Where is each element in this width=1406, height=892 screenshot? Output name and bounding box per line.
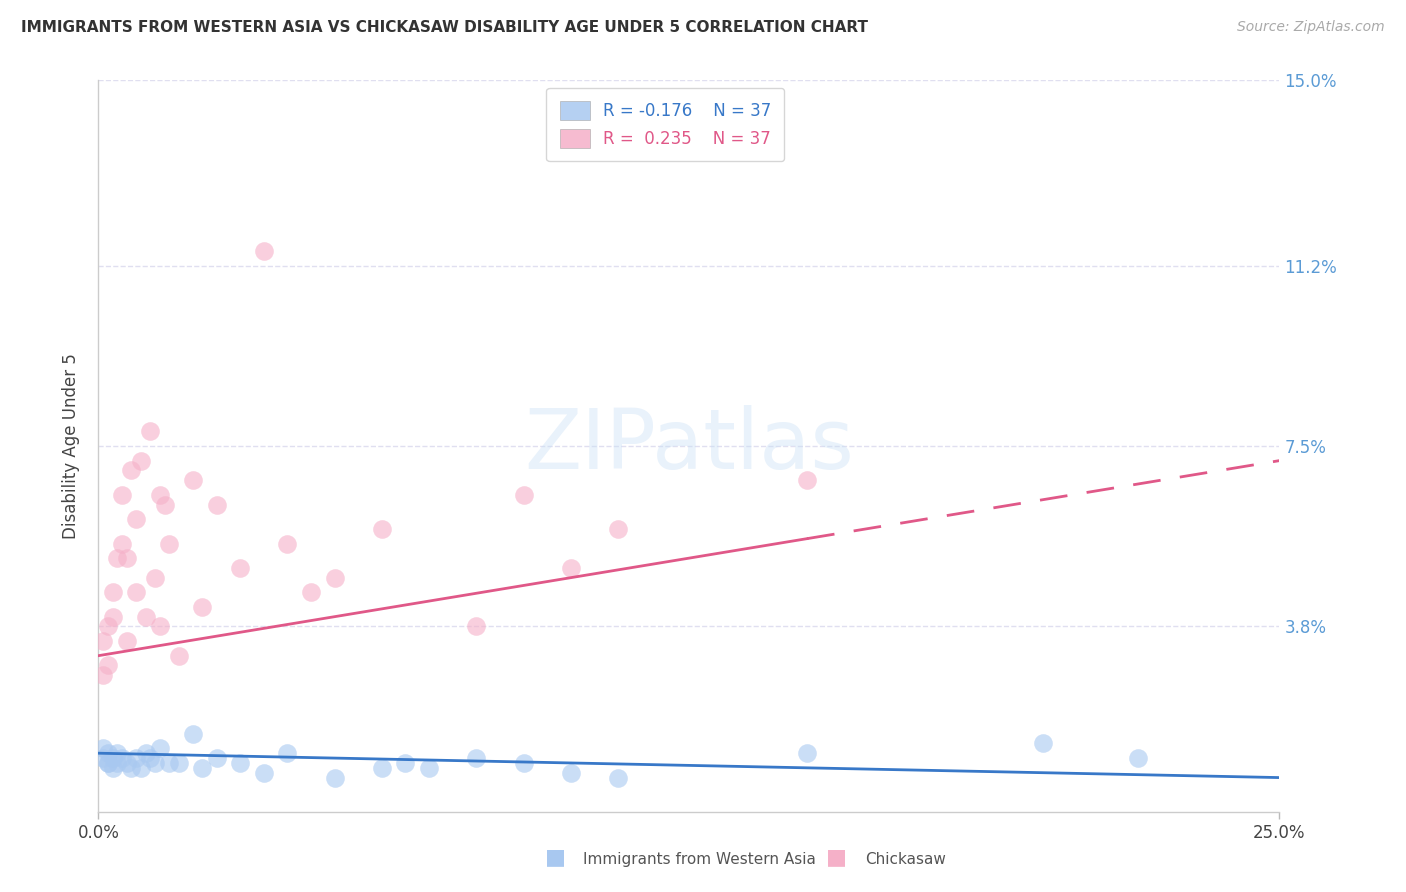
Point <box>181 727 204 741</box>
Point <box>143 756 166 770</box>
Point <box>97 756 120 770</box>
Point <box>796 746 818 760</box>
Point <box>121 761 143 775</box>
Point <box>418 761 440 775</box>
Point <box>167 756 190 770</box>
Point <box>512 756 534 770</box>
Point <box>111 751 134 765</box>
Point <box>135 609 157 624</box>
Text: Immigrants from Western Asia: Immigrants from Western Asia <box>583 852 817 867</box>
Point <box>111 536 134 550</box>
Point <box>125 585 148 599</box>
Point <box>97 756 120 770</box>
Legend: R = -0.176    N = 37, R =  0.235    N = 37: R = -0.176 N = 37, R = 0.235 N = 37 <box>546 87 785 161</box>
Point <box>139 751 162 765</box>
Point <box>91 634 114 648</box>
Point <box>101 609 124 624</box>
Point <box>115 551 138 566</box>
Point <box>105 746 128 760</box>
Point <box>229 756 252 770</box>
Point <box>607 771 630 785</box>
Text: IMMIGRANTS FROM WESTERN ASIA VS CHICKASAW DISABILITY AGE UNDER 5 CORRELATION CHA: IMMIGRANTS FROM WESTERN ASIA VS CHICKASA… <box>21 20 868 35</box>
Point <box>229 561 252 575</box>
Point <box>607 522 630 536</box>
Point <box>91 741 114 756</box>
Point <box>276 536 298 550</box>
Point <box>167 648 190 663</box>
Point <box>394 756 416 770</box>
Point <box>101 585 124 599</box>
Point <box>299 585 322 599</box>
Point <box>105 756 128 770</box>
Text: ■: ■ <box>827 847 846 867</box>
Point <box>512 488 534 502</box>
Point <box>125 512 148 526</box>
Point <box>97 619 120 633</box>
Point <box>91 668 114 682</box>
Point <box>560 561 582 575</box>
Point <box>149 619 172 633</box>
Point <box>253 765 276 780</box>
Point <box>101 761 124 775</box>
Point <box>1126 751 1149 765</box>
Point <box>205 751 228 765</box>
Point <box>181 473 204 487</box>
Point <box>276 746 298 760</box>
Point <box>105 551 128 566</box>
Point <box>149 741 172 756</box>
Point <box>205 498 228 512</box>
Text: ZIPatlas: ZIPatlas <box>524 406 853 486</box>
Point <box>191 761 214 775</box>
Point <box>560 765 582 780</box>
Point <box>97 658 120 673</box>
Point <box>115 756 138 770</box>
Point <box>111 488 134 502</box>
Point <box>125 751 148 765</box>
Point <box>191 599 214 614</box>
Point <box>157 756 180 770</box>
Point <box>153 498 176 512</box>
Point <box>157 536 180 550</box>
Point <box>371 761 394 775</box>
Y-axis label: Disability Age Under 5: Disability Age Under 5 <box>62 353 80 539</box>
Point <box>465 751 488 765</box>
Point <box>371 522 394 536</box>
Point <box>465 619 488 633</box>
Point <box>129 453 152 467</box>
Point <box>139 425 162 439</box>
Point <box>149 488 172 502</box>
Point <box>97 746 120 760</box>
Point <box>1032 736 1054 750</box>
Point <box>253 244 276 258</box>
Text: ■: ■ <box>546 847 565 867</box>
Point <box>796 473 818 487</box>
Point <box>143 571 166 585</box>
Point <box>101 751 124 765</box>
Point <box>135 746 157 760</box>
Point <box>91 751 114 765</box>
Point <box>121 463 143 477</box>
Text: Source: ZipAtlas.com: Source: ZipAtlas.com <box>1237 20 1385 34</box>
Point <box>115 634 138 648</box>
Point <box>323 571 346 585</box>
Point <box>129 761 152 775</box>
Point <box>323 771 346 785</box>
Text: Chickasaw: Chickasaw <box>865 852 946 867</box>
